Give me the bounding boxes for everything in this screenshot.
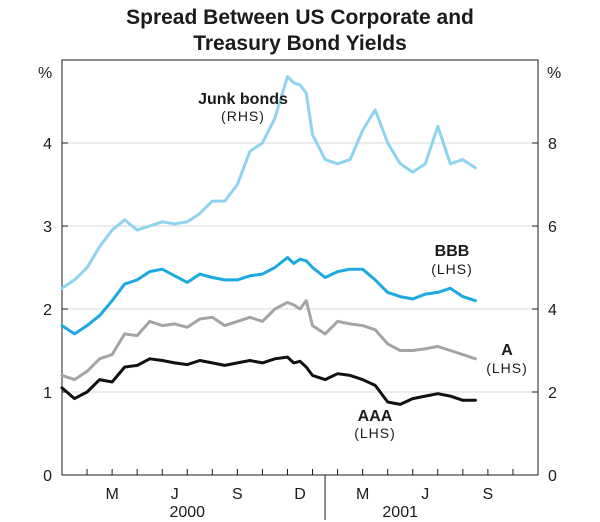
month-tick-label: D (294, 486, 306, 503)
series-layer (60, 75, 477, 406)
plot-frame (61, 59, 539, 476)
a-label: A (501, 342, 513, 359)
aaa-axis-note: (LHS) (354, 425, 396, 441)
bbb-axis-note: (LHS) (431, 261, 473, 277)
left-tick-label: 4 (43, 136, 52, 153)
grid-layer (62, 142, 538, 393)
series-line-junk-bonds (60, 75, 477, 290)
left-tick-label: 0 (43, 468, 52, 485)
junk-bonds-label: Junk bonds (198, 91, 288, 108)
month-tick-label: M (105, 486, 118, 503)
chart-title-line-1: Spread Between US Corporate and (126, 6, 474, 29)
bbb-label: BBB (435, 243, 470, 260)
series-line-aaa (60, 355, 477, 406)
right-tick-label: 4 (548, 302, 557, 319)
right-tick-label: 0 (548, 468, 557, 485)
tick-layer: 0 1 2 3 4 0 2 4 6 8 M J S D M J S 2000 2001 (43, 136, 557, 521)
year-label: 2000 (169, 504, 205, 521)
month-tick-label: S (483, 486, 494, 503)
month-tick-label: M (356, 486, 369, 503)
aaa-label: AAA (358, 408, 393, 425)
left-tick-label: 2 (43, 302, 52, 319)
left-axis-unit: % (38, 65, 52, 82)
month-tick-label: J (171, 486, 179, 503)
left-tick-label: 3 (43, 219, 52, 236)
month-tick-label: J (421, 486, 429, 503)
a-axis-note: (LHS) (486, 360, 528, 376)
right-axis-unit: % (547, 65, 561, 82)
series-line-a (60, 299, 477, 382)
right-tick-label: 8 (548, 136, 557, 153)
chart-title-line-2: Treasury Bond Yields (193, 32, 407, 55)
year-label: 2001 (382, 504, 418, 521)
left-tick-label: 1 (43, 385, 52, 402)
right-tick-label: 2 (548, 385, 557, 402)
month-tick-label: S (232, 486, 243, 503)
series-line-bbb (60, 256, 477, 336)
right-tick-label: 6 (548, 219, 557, 236)
junk-bonds-axis-note: (RHS) (221, 108, 265, 124)
